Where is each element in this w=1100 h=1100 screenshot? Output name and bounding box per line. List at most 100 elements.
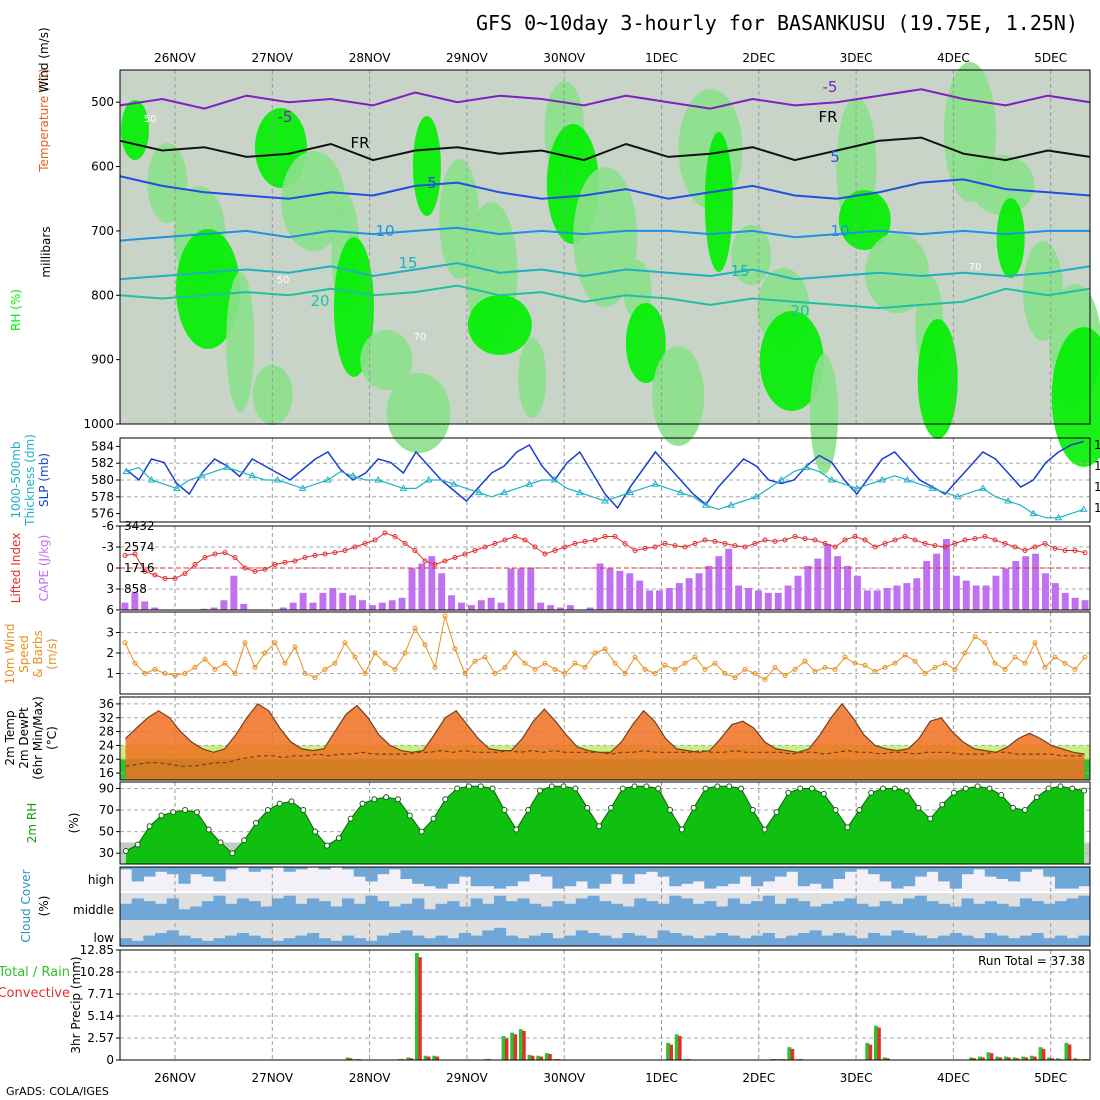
lifted-index-point: [282, 559, 288, 565]
rh-2m-point: [986, 785, 993, 792]
cape-bar: [695, 573, 703, 610]
cape-bar: [487, 597, 495, 610]
cape-bar: [378, 602, 386, 610]
precip-total-bar: [873, 1025, 878, 1060]
cloud-bar: [470, 867, 483, 887]
cape-bar: [210, 607, 218, 610]
lifted-index-point: [762, 537, 768, 543]
precip-total-bar: [1064, 1042, 1069, 1060]
precip-convective-bar: [886, 1058, 890, 1060]
thickness-marker: [853, 484, 861, 491]
lifted-index-point: [182, 571, 188, 577]
cloud-bar: [260, 867, 273, 870]
cloud-bar: [996, 935, 1009, 946]
precip-total-bar: [527, 1054, 532, 1060]
cloud-bar: [1031, 901, 1044, 920]
thickness-marker: [575, 488, 584, 496]
cloud-bar: [412, 898, 425, 920]
precip-total-bar: [414, 952, 419, 1060]
cloud-bar: [155, 903, 168, 920]
rh-2m-point: [418, 828, 425, 835]
cloud-bar: [914, 935, 927, 946]
cloud-bar: [225, 935, 238, 946]
y-tick-label: 2.57: [87, 1031, 114, 1045]
precip-total-bar: [1029, 1055, 1034, 1060]
rh-2m-point: [371, 796, 378, 803]
cape-bar: [289, 602, 297, 610]
cape-bar: [804, 565, 812, 610]
cloud-bar: [809, 906, 822, 920]
cloud-bar: [342, 898, 355, 920]
wind-speed-point: [802, 658, 808, 664]
lifted-index-point: [552, 548, 558, 553]
cape-bar: [616, 570, 624, 610]
rh-moisture-cell: [917, 319, 958, 439]
cloud-bar: [903, 867, 916, 887]
wind-speed-point: [462, 671, 468, 676]
cloud-bar: [306, 933, 320, 946]
contour-label: 50: [144, 114, 157, 125]
precip-convective-bar: [1067, 1044, 1072, 1060]
rh-moisture-cell: [386, 373, 451, 453]
lifted-index-point: [942, 544, 948, 550]
slp-label: SLP (mb): [37, 453, 51, 507]
cloud-bar: [529, 935, 542, 946]
cape-bar: [121, 602, 129, 610]
wind-speed-point: [642, 666, 648, 672]
cloud-bar: [692, 903, 705, 920]
wind-speed-point: [312, 675, 318, 681]
lifted-index-point: [992, 537, 998, 543]
rh-2m-point: [394, 796, 401, 803]
lifted-index-point: [382, 530, 388, 536]
y-axis-label: millibars: [39, 226, 53, 277]
precip-convective-bar: [427, 1056, 431, 1060]
cloud-bar: [762, 895, 775, 920]
lifted-index-point: [972, 536, 978, 542]
cloud-bar: [891, 867, 904, 889]
cape-bar: [547, 605, 555, 610]
lifted-index-point: [172, 576, 178, 581]
rh-2m-point: [596, 823, 603, 830]
y-tick-label: 576: [91, 507, 114, 521]
lifted-index-point: [862, 537, 868, 543]
cloud-bar: [423, 867, 437, 887]
rh-2m-point: [182, 807, 189, 814]
precip-total-bar: [536, 1055, 541, 1060]
lifted-index-point: [532, 544, 538, 550]
lifted-index-point: [652, 544, 658, 550]
cloud-bar: [786, 898, 799, 920]
wind-speed-point: [902, 652, 908, 658]
rh-2m-point: [962, 785, 969, 792]
rh-moisture-cell: [759, 311, 824, 411]
top-date-label: 29NOV: [446, 51, 488, 65]
cloud-bar: [248, 935, 261, 946]
cape-bar: [349, 595, 357, 610]
lifted-index-point: [912, 537, 918, 543]
rh-2m-panel: 30 50 70 90 2m RH (%): [25, 781, 1091, 865]
lifted-index-point: [212, 551, 218, 557]
lifted-index-point: [892, 537, 898, 543]
cloud-bar: [797, 867, 811, 887]
cloud-bar: [458, 867, 472, 877]
y-tick-label: 584: [91, 439, 114, 453]
y-tick-label: -3: [102, 540, 114, 554]
cape-bar: [952, 575, 960, 610]
cape-bar: [764, 592, 772, 610]
wind-label: Wind (m/s): [37, 27, 51, 92]
rh-2m-point: [324, 842, 331, 849]
cloud-bar: [727, 867, 740, 884]
precip-convective-bar: [539, 1056, 544, 1060]
cloud-bar: [996, 867, 1009, 879]
cloud-bar: [587, 933, 600, 946]
cloud-bar: [552, 901, 565, 920]
rh-2m-point: [667, 807, 674, 814]
panel-frame: [119, 781, 1091, 865]
wind-speed-point: [232, 671, 238, 676]
wind-speed-point: [412, 625, 418, 631]
cloud-bar: [657, 930, 670, 946]
y-tick-label: 0: [106, 561, 114, 575]
wind-speed-point: [862, 662, 868, 668]
top-date-label: 2DEC: [742, 51, 775, 65]
cloud-bar: [903, 898, 916, 920]
cloud-bar: [388, 933, 401, 946]
